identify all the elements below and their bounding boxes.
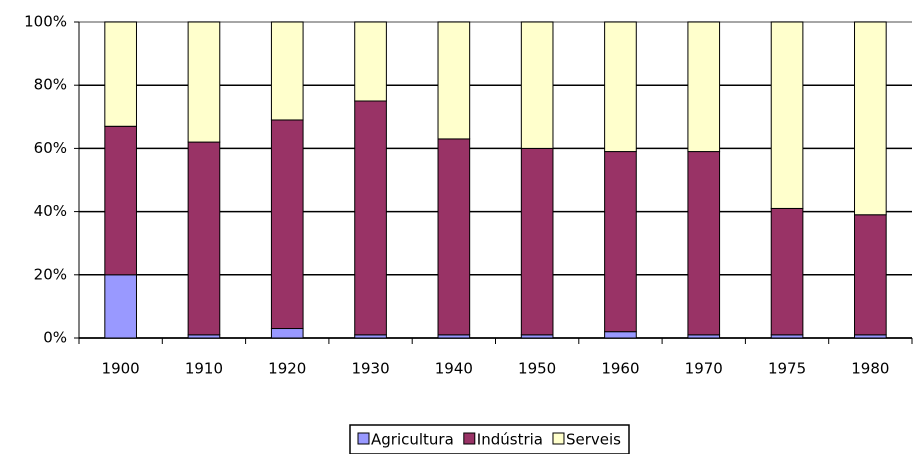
- x-tick-label: 1975: [768, 360, 806, 378]
- y-tick-label: 40%: [34, 202, 67, 220]
- x-tick-label: 1900: [102, 360, 140, 378]
- legend-swatch: [357, 432, 370, 445]
- y-tick-label: 20%: [34, 265, 67, 283]
- bar-segment: [687, 151, 721, 336]
- y-tick-label: 0%: [43, 329, 67, 347]
- legend-label: Agricultura: [371, 431, 454, 449]
- x-tick-label: 1960: [601, 360, 639, 378]
- legend: Agricultura Indústria Serveis: [349, 424, 630, 454]
- bar-segment: [437, 138, 471, 336]
- legend-swatch: [463, 432, 476, 445]
- bar-segment: [687, 21, 721, 153]
- bar-segment: [604, 151, 637, 333]
- bar-segment: [354, 21, 387, 102]
- bar-segment: [104, 21, 137, 127]
- x-tick-label: 1980: [851, 360, 889, 378]
- x-tick-label: 1970: [685, 360, 723, 378]
- bar-segment: [520, 147, 554, 336]
- bar-segment: [520, 21, 554, 149]
- legend-label: Indústria: [477, 431, 543, 449]
- x-tick-label: 1910: [185, 360, 223, 378]
- x-tick-label: 1940: [435, 360, 473, 378]
- y-tick-label: 80%: [34, 76, 67, 94]
- bar-segment: [770, 21, 804, 209]
- legend-label: Serveis: [566, 431, 621, 449]
- legend-swatch: [552, 432, 565, 445]
- bar-segment: [270, 21, 304, 121]
- bar-segment: [187, 141, 221, 336]
- bar-segment: [770, 207, 804, 336]
- bar-segment: [854, 214, 887, 336]
- bar-segment: [187, 21, 221, 143]
- x-tick-label: 1950: [518, 360, 556, 378]
- bar-segment: [270, 119, 304, 330]
- bar-segment: [354, 100, 387, 336]
- x-tick-label: 1920: [268, 360, 306, 378]
- x-tick-label: 1930: [351, 360, 389, 378]
- bar-segment: [604, 331, 637, 339]
- bar-segment: [604, 21, 637, 153]
- bar-segment: [270, 328, 304, 339]
- bar-segment: [104, 125, 137, 276]
- bar-segment: [854, 21, 887, 216]
- bar-segment: [104, 274, 137, 339]
- y-tick-label: 60%: [34, 139, 67, 157]
- bar-segment: [437, 21, 471, 140]
- legend-box: [349, 424, 630, 454]
- y-tick-label: 100%: [24, 13, 67, 31]
